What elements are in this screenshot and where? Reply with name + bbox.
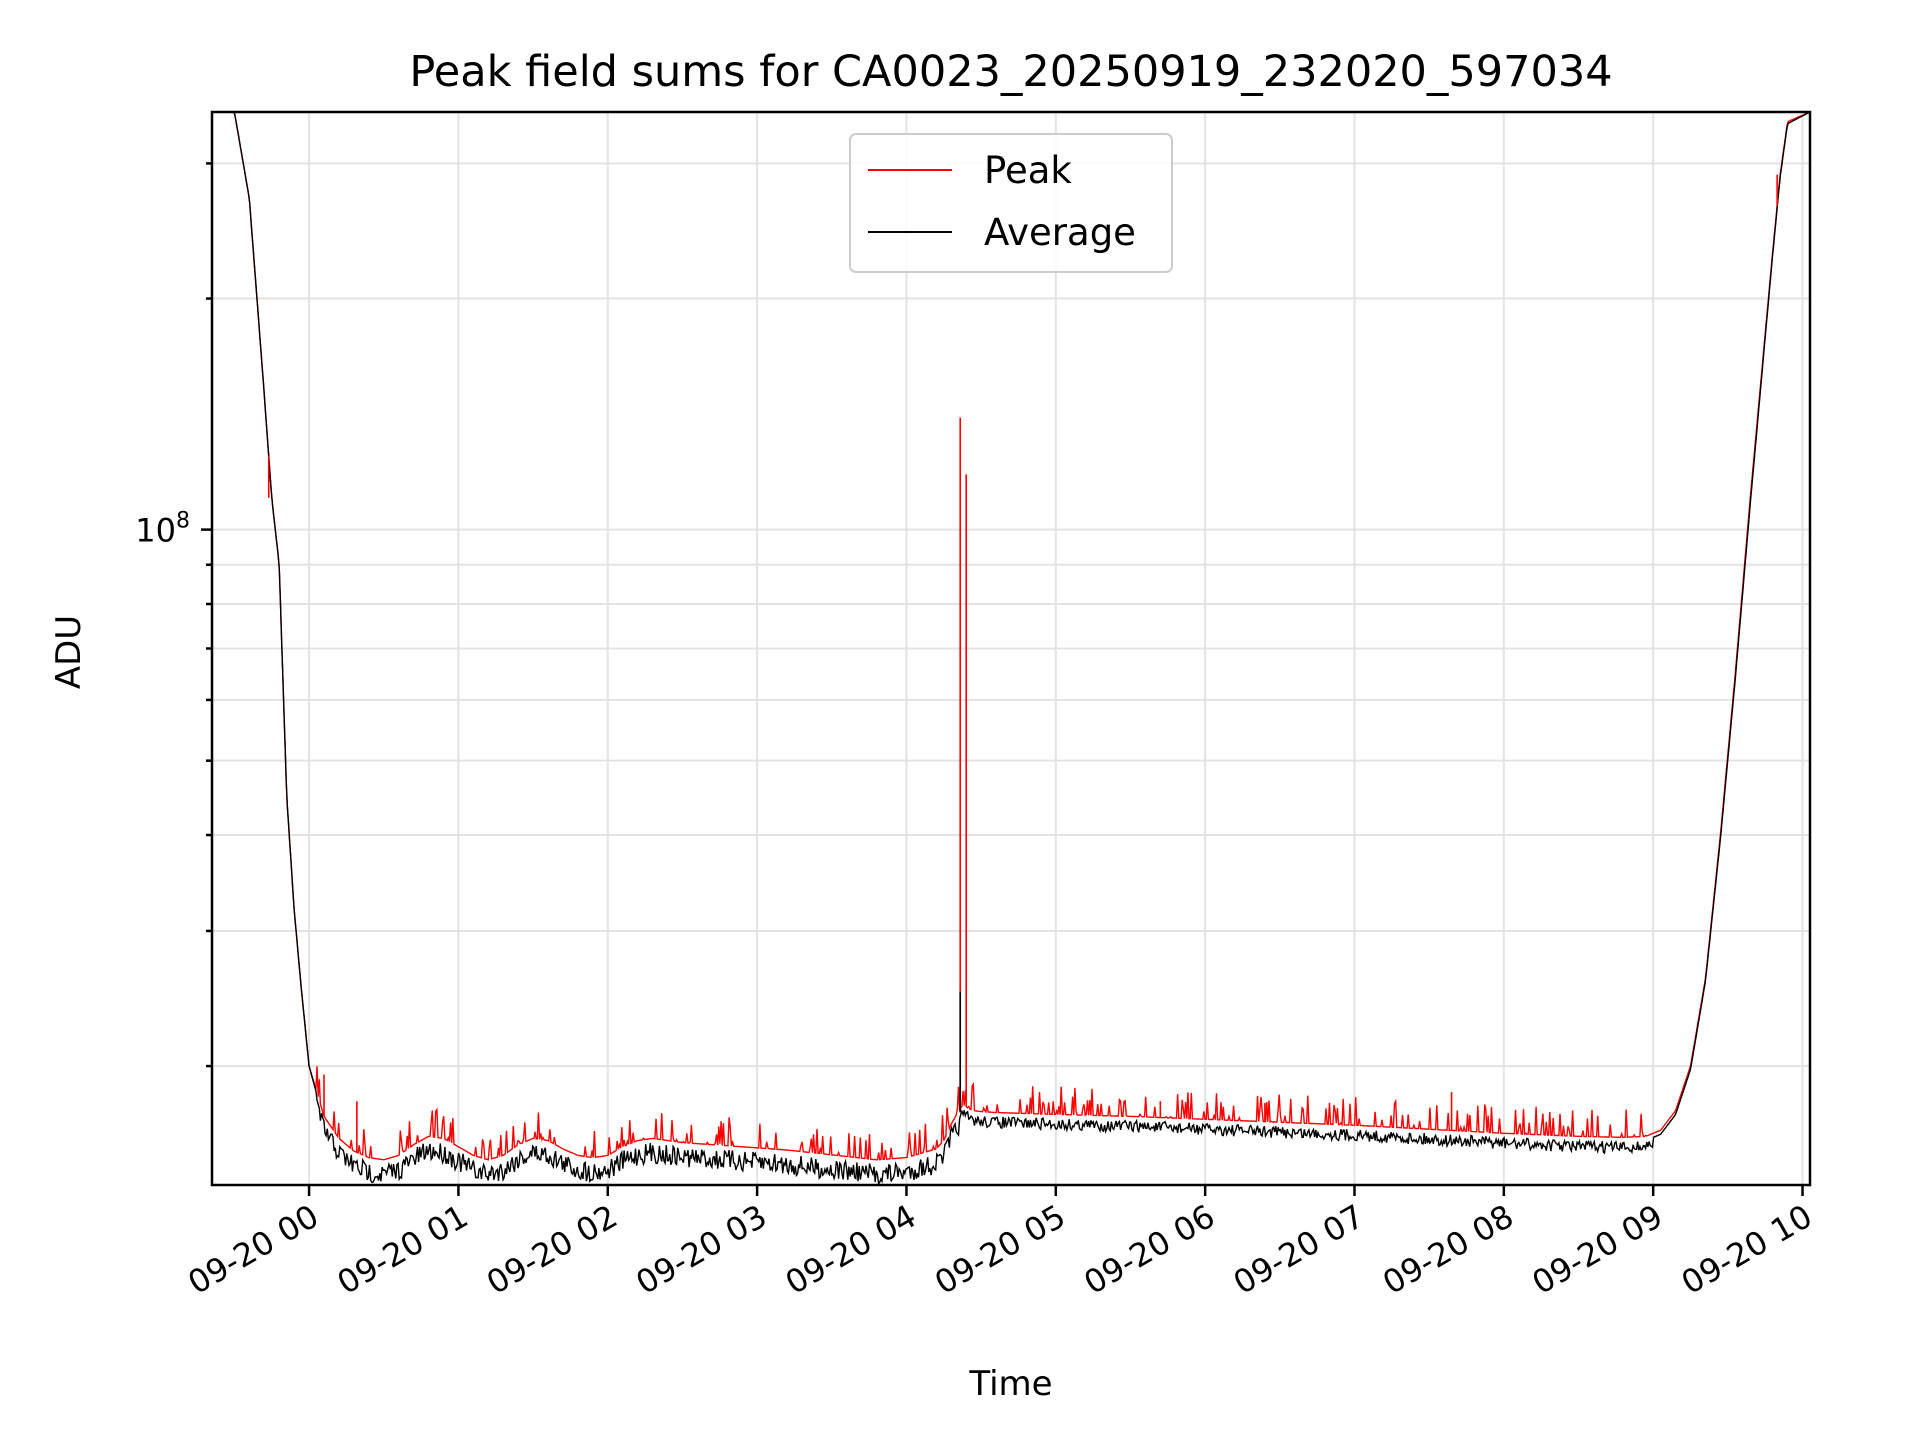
chart-title: Peak field sums for CA0023_20250919_2320… bbox=[409, 47, 1612, 97]
series-line-average bbox=[212, 112, 1810, 1185]
legend-label-peak: Peak bbox=[984, 149, 1072, 192]
y-tick-label: 108 bbox=[135, 509, 190, 550]
series-line-peak bbox=[212, 112, 1810, 1161]
series-lines bbox=[212, 112, 1810, 1185]
y-axis-label: ADU bbox=[49, 615, 89, 689]
legend-box bbox=[849, 133, 1173, 273]
legend-label-average: Average bbox=[984, 211, 1136, 254]
grid-lines bbox=[212, 112, 1810, 1185]
x-axis-label: Time bbox=[968, 1364, 1052, 1404]
legend: Peak Average bbox=[849, 133, 1173, 273]
